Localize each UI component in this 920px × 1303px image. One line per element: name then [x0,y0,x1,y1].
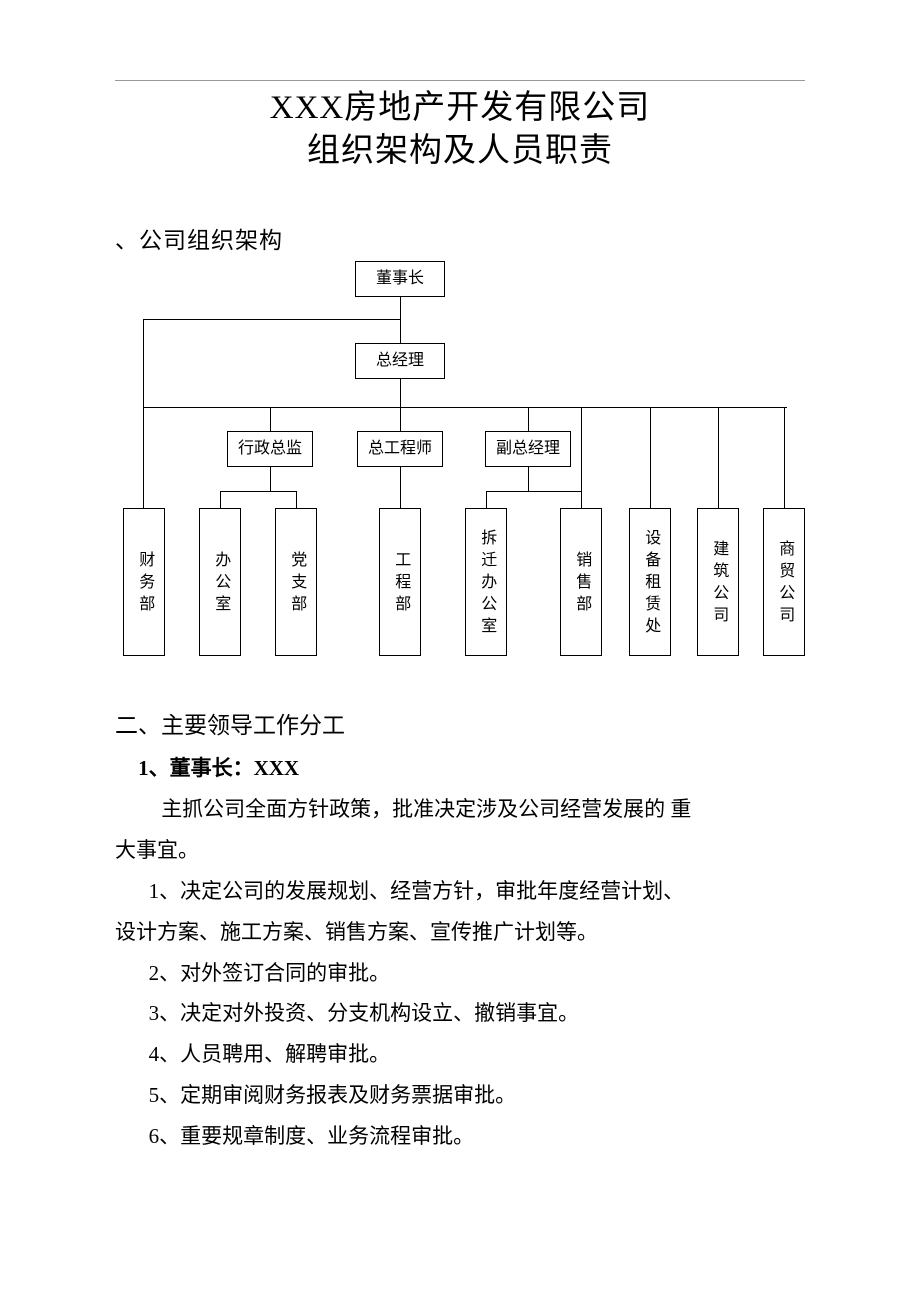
node-dept-2: 党支部 [275,508,317,656]
connector-v [400,467,401,508]
connector-v [270,467,271,491]
node-chairman: 董事长 [355,261,445,297]
node-dept-1: 办公室 [199,508,241,656]
node-gm: 总经理 [355,343,445,379]
node-dept-6: 设备租赁处 [629,508,671,656]
connector-v [528,467,529,491]
connector-h [486,491,581,492]
node-dept-5: 销售部 [560,508,602,656]
leader1-intro-b: 大事宜。 [115,831,805,870]
connector-v [143,319,144,508]
connector-v [650,407,651,508]
item-2: 2、对外签订合同的审批。 [115,954,805,993]
node-dept-7: 建筑公司 [697,508,739,656]
section2-heading: 二、主要领导工作分工 [115,705,805,748]
doc-title-line1: XXX房地产开发有限公司 [115,87,805,130]
node-dept-4: 拆迁办公室 [465,508,507,656]
connector-h [143,319,400,320]
item-6: 6、重要规章制度、业务流程审批。 [115,1117,805,1156]
connector-v [400,379,401,407]
connector-v [270,407,271,431]
connector-v [486,491,487,508]
node-deputy-gm: 副总经理 [485,431,571,467]
connector-h [220,491,296,492]
item-1b: 设计方案、施工方案、销售方案、宣传推广计划等。 [115,913,805,952]
node-admin-director: 行政总监 [227,431,313,467]
section1-heading: 、公司组织架构 [115,221,805,255]
leader1-intro-a: 主抓公司全面方针政策，批准决定涉及公司经营发展的 重 [115,790,805,829]
connector-v [581,491,582,508]
connector-v [400,407,401,431]
connector-h [143,407,787,408]
connector-v [296,491,297,508]
connector-v [220,491,221,508]
doc-title-line2: 组织架构及人员职责 [115,130,805,173]
org-chart: 董事长总经理行政总监 总工程师 副总经理财务部办公室党支部 工程部 拆迁办公室 销售部设备… [115,261,805,661]
item-1a: 1、决定公司的发展规划、经营方针，审批年度经营计划、 [115,872,805,911]
body-text: 二、主要领导工作分工 1、董事长：XXX 主抓公司全面方针政策，批准决定涉及公司… [115,705,805,1156]
item-4: 4、人员聘用、解聘审批。 [115,1035,805,1074]
node-dept-3: 工程部 [379,508,421,656]
node-dept-0: 财务部 [123,508,165,656]
node-chief-engineer: 总工程师 [357,431,443,467]
node-dept-8: 商贸公司 [763,508,805,656]
connector-v [528,407,529,431]
connector-v [718,407,719,508]
leader1-title: 1、董事长：XXX [138,756,299,780]
item-3: 3、决定对外投资、分支机构设立、撤销事宜。 [115,994,805,1033]
top-rule [115,80,805,81]
document-page: XXX房地产开发有限公司 组织架构及人员职责 、公司组织架构 董事长总经理行政总… [0,0,920,1218]
item-5: 5、定期审阅财务报表及财务票据审批。 [115,1076,805,1115]
connector-v [400,297,401,319]
connector-v [784,407,785,508]
